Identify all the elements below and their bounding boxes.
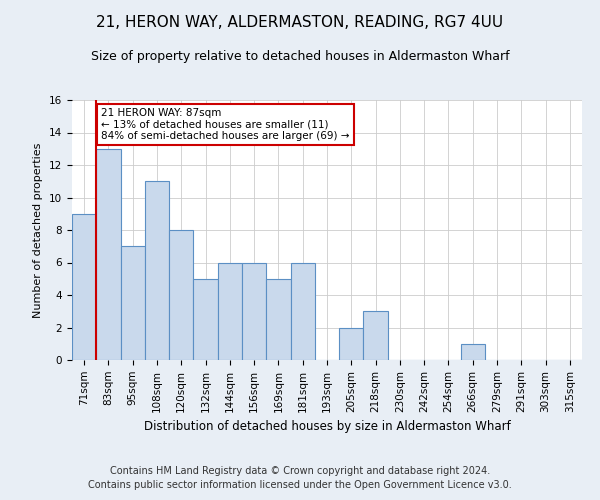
Bar [72,214,96,360]
Text: Size of property relative to detached houses in Aldermaston Wharf: Size of property relative to detached ho… [91,50,509,63]
Bar [169,230,193,360]
Text: Contains HM Land Registry data © Crown copyright and database right 2024.
Contai: Contains HM Land Registry data © Crown c… [88,466,512,490]
Bar [121,246,145,360]
Bar [339,328,364,360]
Text: 21 HERON WAY: 87sqm
← 13% of detached houses are smaller (11)
84% of semi-detach: 21 HERON WAY: 87sqm ← 13% of detached ho… [101,108,350,142]
Bar [193,279,218,360]
Bar [145,181,169,360]
Bar [242,262,266,360]
Bar [290,262,315,360]
Text: 21, HERON WAY, ALDERMASTON, READING, RG7 4UU: 21, HERON WAY, ALDERMASTON, READING, RG7… [97,15,503,30]
Bar [96,149,121,360]
Bar [218,262,242,360]
X-axis label: Distribution of detached houses by size in Aldermaston Wharf: Distribution of detached houses by size … [143,420,511,433]
Bar [364,311,388,360]
Bar [266,279,290,360]
Bar [461,344,485,360]
Y-axis label: Number of detached properties: Number of detached properties [34,142,43,318]
